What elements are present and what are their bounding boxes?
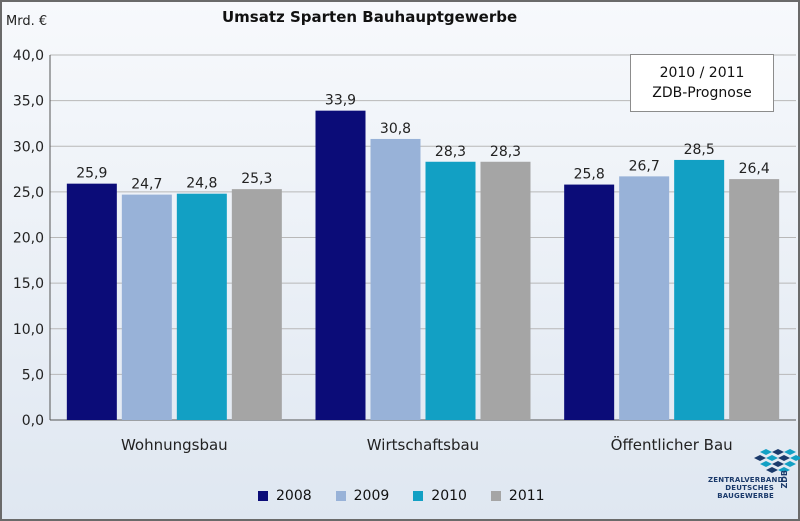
y-tick-label: 20,0 [13,231,44,247]
logo-line-3: BAUGEWERBE [717,492,774,500]
legend-label-2009: 2009 [353,488,390,504]
legend-item-2010: 2010 [413,488,467,504]
bar-2011 [480,161,531,420]
bar-2010 [674,159,725,420]
data-label: 28,5 [684,142,715,158]
bar-2010 [425,161,476,420]
bar-2011 [729,179,780,420]
data-label: 30,8 [380,121,411,137]
data-label: 24,8 [186,176,217,192]
legend-item-2009: 2009 [335,488,390,504]
bar-2008 [315,110,366,420]
y-tick-label: 15,0 [13,276,44,292]
data-label: 25,9 [76,166,107,182]
zdb-logo-cubes-icon [754,449,800,473]
legend-label-2008: 2008 [276,488,312,504]
note-line-2: ZDB-Prognose [652,85,752,101]
legend: 2008 2009 2010 2011 [258,488,545,504]
y-unit-label: Mrd. € [6,14,48,29]
bar-2009 [619,176,670,420]
note-line-1: 2010 / 2011 [659,65,745,81]
data-label: 28,3 [435,144,466,160]
bar-2011 [231,189,282,420]
data-label: 28,3 [490,144,521,160]
bar-2009 [121,194,172,420]
logo-line-2: DEUTSCHES [725,484,774,492]
legend-swatch-2009 [335,491,346,501]
data-label: 26,7 [629,158,660,174]
legend-label-2011: 2011 [508,488,545,504]
y-tick-label: 30,0 [13,139,44,155]
logo-line-1: ZENTRALVERBAND [708,476,784,484]
bar-chart: 0,0 5,0 10,0 15,0 20,0 25,0 30,0 35,0 40,0 25,9 24… [13,48,796,454]
y-tick-label: 10,0 [13,322,44,338]
legend-label-2010: 2010 [431,488,467,504]
legend-swatch-2008 [258,491,268,501]
bar-2009 [370,138,421,420]
bar-2008 [564,184,615,420]
legend-swatch-2010 [413,491,424,501]
category-label: Wohnungsbau [121,436,228,454]
legend-swatch-2011 [490,491,501,501]
data-label: 26,4 [739,161,770,177]
bar-2008 [66,183,117,420]
data-label: 25,3 [241,171,272,187]
y-tick-label: 25,0 [13,185,44,201]
chart-title: Umsatz Sparten Bauhauptgewerbe [222,8,518,26]
y-tick-label: 40,0 [13,48,44,64]
bar-2010 [176,193,227,420]
zdb-logo-mark: ZDB [780,470,789,489]
category-label: Wirtschaftsbau [367,436,479,454]
y-tick-label: 35,0 [13,94,44,110]
zdb-logo-text: ZENTRALVERBAND DEUTSCHES BAUGEWERBE [708,476,784,500]
data-label: 33,9 [325,93,356,109]
forecast-note: 2010 / 2011 ZDB-Prognose [630,54,774,112]
zdb-logo: ZENTRALVERBAND DEUTSCHES BAUGEWERBE ZDB [704,448,800,518]
data-label: 24,7 [131,177,162,193]
y-tick-label: 5,0 [22,367,44,383]
y-tick-label: 0,0 [22,413,44,429]
legend-item-2008: 2008 [258,488,312,504]
category-label: Öffentlicher Bau [611,435,733,454]
legend-item-2011: 2011 [490,488,545,504]
data-label: 25,8 [574,167,605,183]
